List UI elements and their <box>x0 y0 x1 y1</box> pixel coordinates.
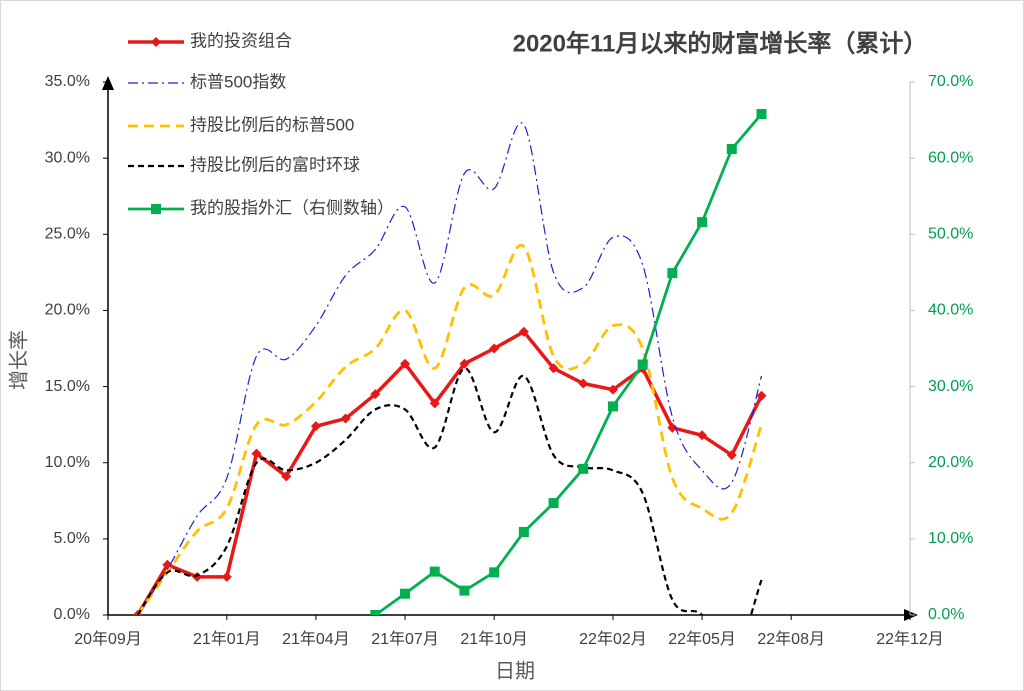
chart-title: 2020年11月以来的财富增长率（累计） <box>513 29 928 57</box>
point <box>518 527 529 538</box>
legend-marker <box>151 204 161 214</box>
point <box>251 448 262 459</box>
point <box>429 398 440 409</box>
point <box>489 567 500 578</box>
y-tick-label: 20.0% <box>45 302 90 319</box>
y-tick-label: 0.0% <box>54 606 90 623</box>
y-tick-label: 10.0% <box>45 454 90 471</box>
point <box>340 413 351 424</box>
y2-tick-label: 40.0% <box>928 302 973 319</box>
series-line <box>137 122 763 615</box>
x-tick-label: 21年10月 <box>460 630 528 648</box>
x-tick-label: 21年01月 <box>193 630 261 648</box>
y-tick-label: 35.0% <box>45 73 90 90</box>
point <box>667 422 678 433</box>
legend-label: 持股比例后的标普500 <box>190 115 354 134</box>
y2-tick-label: 20.0% <box>928 454 973 471</box>
y2-tick-label: 30.0% <box>928 378 973 395</box>
y2-tick-label: 0.0% <box>928 606 964 623</box>
x-tick-label: 22年12月 <box>876 630 944 648</box>
point <box>459 358 470 369</box>
legend-label: 持股比例后的富时环球 <box>190 155 360 174</box>
point <box>548 498 559 509</box>
point <box>281 471 292 482</box>
point <box>667 268 678 279</box>
legend-marker <box>151 37 161 47</box>
y-tick-label: 30.0% <box>45 149 90 166</box>
y-tick-label: 5.0% <box>54 530 90 547</box>
y-axis-arrow <box>102 76 114 90</box>
point <box>370 610 381 615</box>
point <box>578 463 589 474</box>
x-axis-label: 日期 <box>495 660 535 682</box>
point <box>518 326 529 337</box>
legend-label: 我的投资组合 <box>190 31 292 50</box>
point <box>726 450 737 461</box>
x-tick-label: 21年04月 <box>282 630 350 648</box>
point <box>726 144 737 155</box>
y2-tick-label: 10.0% <box>928 530 973 547</box>
series-line <box>136 367 763 615</box>
x-tick-label: 22年08月 <box>757 630 825 648</box>
y-tick-label: 15.0% <box>45 378 90 395</box>
y-tick-label: 25.0% <box>45 226 90 243</box>
point <box>489 343 500 354</box>
plot-area <box>132 108 767 615</box>
x-tick-label: 21年07月 <box>371 630 439 648</box>
point <box>578 378 589 389</box>
point <box>459 585 470 596</box>
y-axis-label: 增长率 <box>7 330 30 390</box>
point <box>370 389 381 400</box>
point <box>697 430 708 441</box>
point <box>756 390 767 401</box>
y2-tick-label: 60.0% <box>928 149 973 166</box>
y2-tick-label: 50.0% <box>928 226 973 243</box>
series-line <box>136 329 764 615</box>
x-tick-label: 22年02月 <box>579 630 647 648</box>
point <box>637 359 648 370</box>
legend-label: 标普500指数 <box>190 72 286 91</box>
point <box>400 358 411 369</box>
legend-label: 我的股指外汇（右侧数轴） <box>190 198 394 217</box>
point <box>607 401 618 412</box>
point <box>310 421 321 432</box>
point <box>697 217 708 228</box>
point <box>756 108 767 119</box>
point <box>400 588 411 599</box>
point <box>221 571 232 582</box>
y2-tick-label: 70.0% <box>928 73 973 90</box>
x-tick-label: 20年09月 <box>74 630 142 648</box>
x-tick-label: 22年05月 <box>668 630 736 648</box>
point <box>548 363 559 374</box>
point <box>607 384 618 395</box>
point <box>429 566 440 577</box>
